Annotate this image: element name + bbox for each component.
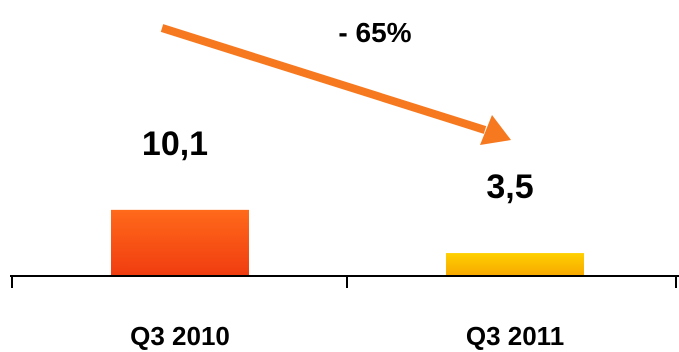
x-tick-labels: Q3 2010 Q3 2011 (130, 321, 564, 351)
bar-q3-2010 (111, 209, 249, 276)
x-tick-label-q3-2010: Q3 2010 (130, 321, 230, 351)
data-label-q3-2010: 10,1 (142, 125, 208, 163)
trend-arrow-head (480, 115, 511, 145)
x-tick-label-q3-2011: Q3 2011 (466, 321, 564, 351)
bar-q3-2011 (446, 253, 584, 276)
change-percentage-label: - 65% (338, 17, 411, 48)
trend-arrow-shaft (160, 24, 487, 134)
x-axis (10, 275, 679, 288)
bars-layer (111, 209, 584, 276)
trend-arrow (160, 24, 511, 145)
data-labels-layer: 10,1 3,5 (142, 125, 534, 206)
data-label-q3-2011: 3,5 (486, 168, 533, 206)
